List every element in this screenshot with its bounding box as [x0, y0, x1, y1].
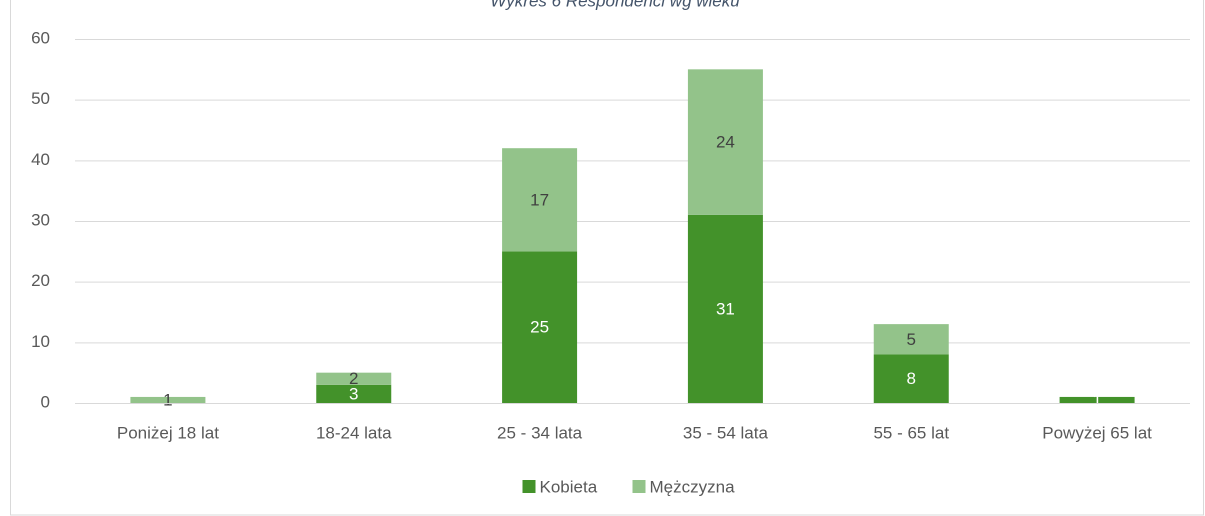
x-tick-label: 35 - 54 lata: [683, 423, 769, 442]
y-tick-label: 40: [31, 150, 50, 169]
chart-title: Wykres 6 Respondenci wg wieku: [490, 0, 740, 10]
chart-border: [10, 0, 1204, 516]
bar-segment: [130, 396, 206, 403]
data-label: 3: [349, 384, 358, 403]
x-tick-label: 55 - 65 lat: [873, 423, 949, 442]
bar-segment: [316, 372, 392, 385]
bar-segment: [687, 69, 763, 215]
bar-segment: [502, 251, 578, 403]
y-tick-label: 10: [31, 332, 50, 351]
bar-segment: [687, 214, 763, 403]
legend-label: Kobieta: [540, 477, 598, 496]
x-tick-label: Poniżej 18 lat: [117, 423, 219, 442]
x-tick-label: 25 - 34 lata: [497, 423, 583, 442]
data-label: 1: [1092, 390, 1101, 409]
data-label: 5: [907, 330, 916, 349]
y-tick-label: 20: [31, 271, 50, 290]
legend-swatch: [522, 480, 536, 493]
data-label: 25: [530, 318, 549, 337]
data-label: 24: [716, 133, 735, 152]
legend-swatch: [632, 480, 646, 493]
bar-segment: [316, 384, 392, 403]
y-tick-label: 0: [41, 392, 50, 411]
y-tick-label: 60: [31, 28, 50, 47]
data-label: 8: [907, 369, 916, 388]
data-label: 2: [349, 369, 358, 388]
bar-segment: [873, 354, 949, 403]
data-label: 1: [163, 390, 172, 409]
data-label: 17: [530, 190, 549, 209]
bar-segment: [1059, 396, 1135, 403]
x-tick-label: 18-24 lata: [316, 423, 392, 442]
bar-segment: [502, 148, 578, 252]
x-tick-label: Powyżej 65 lat: [1042, 423, 1152, 442]
y-tick-label: 50: [31, 89, 50, 108]
bar-segment: [873, 324, 949, 355]
legend-label: Mężczyzna: [650, 477, 736, 496]
y-tick-label: 30: [31, 210, 50, 229]
data-label: 31: [716, 299, 735, 318]
